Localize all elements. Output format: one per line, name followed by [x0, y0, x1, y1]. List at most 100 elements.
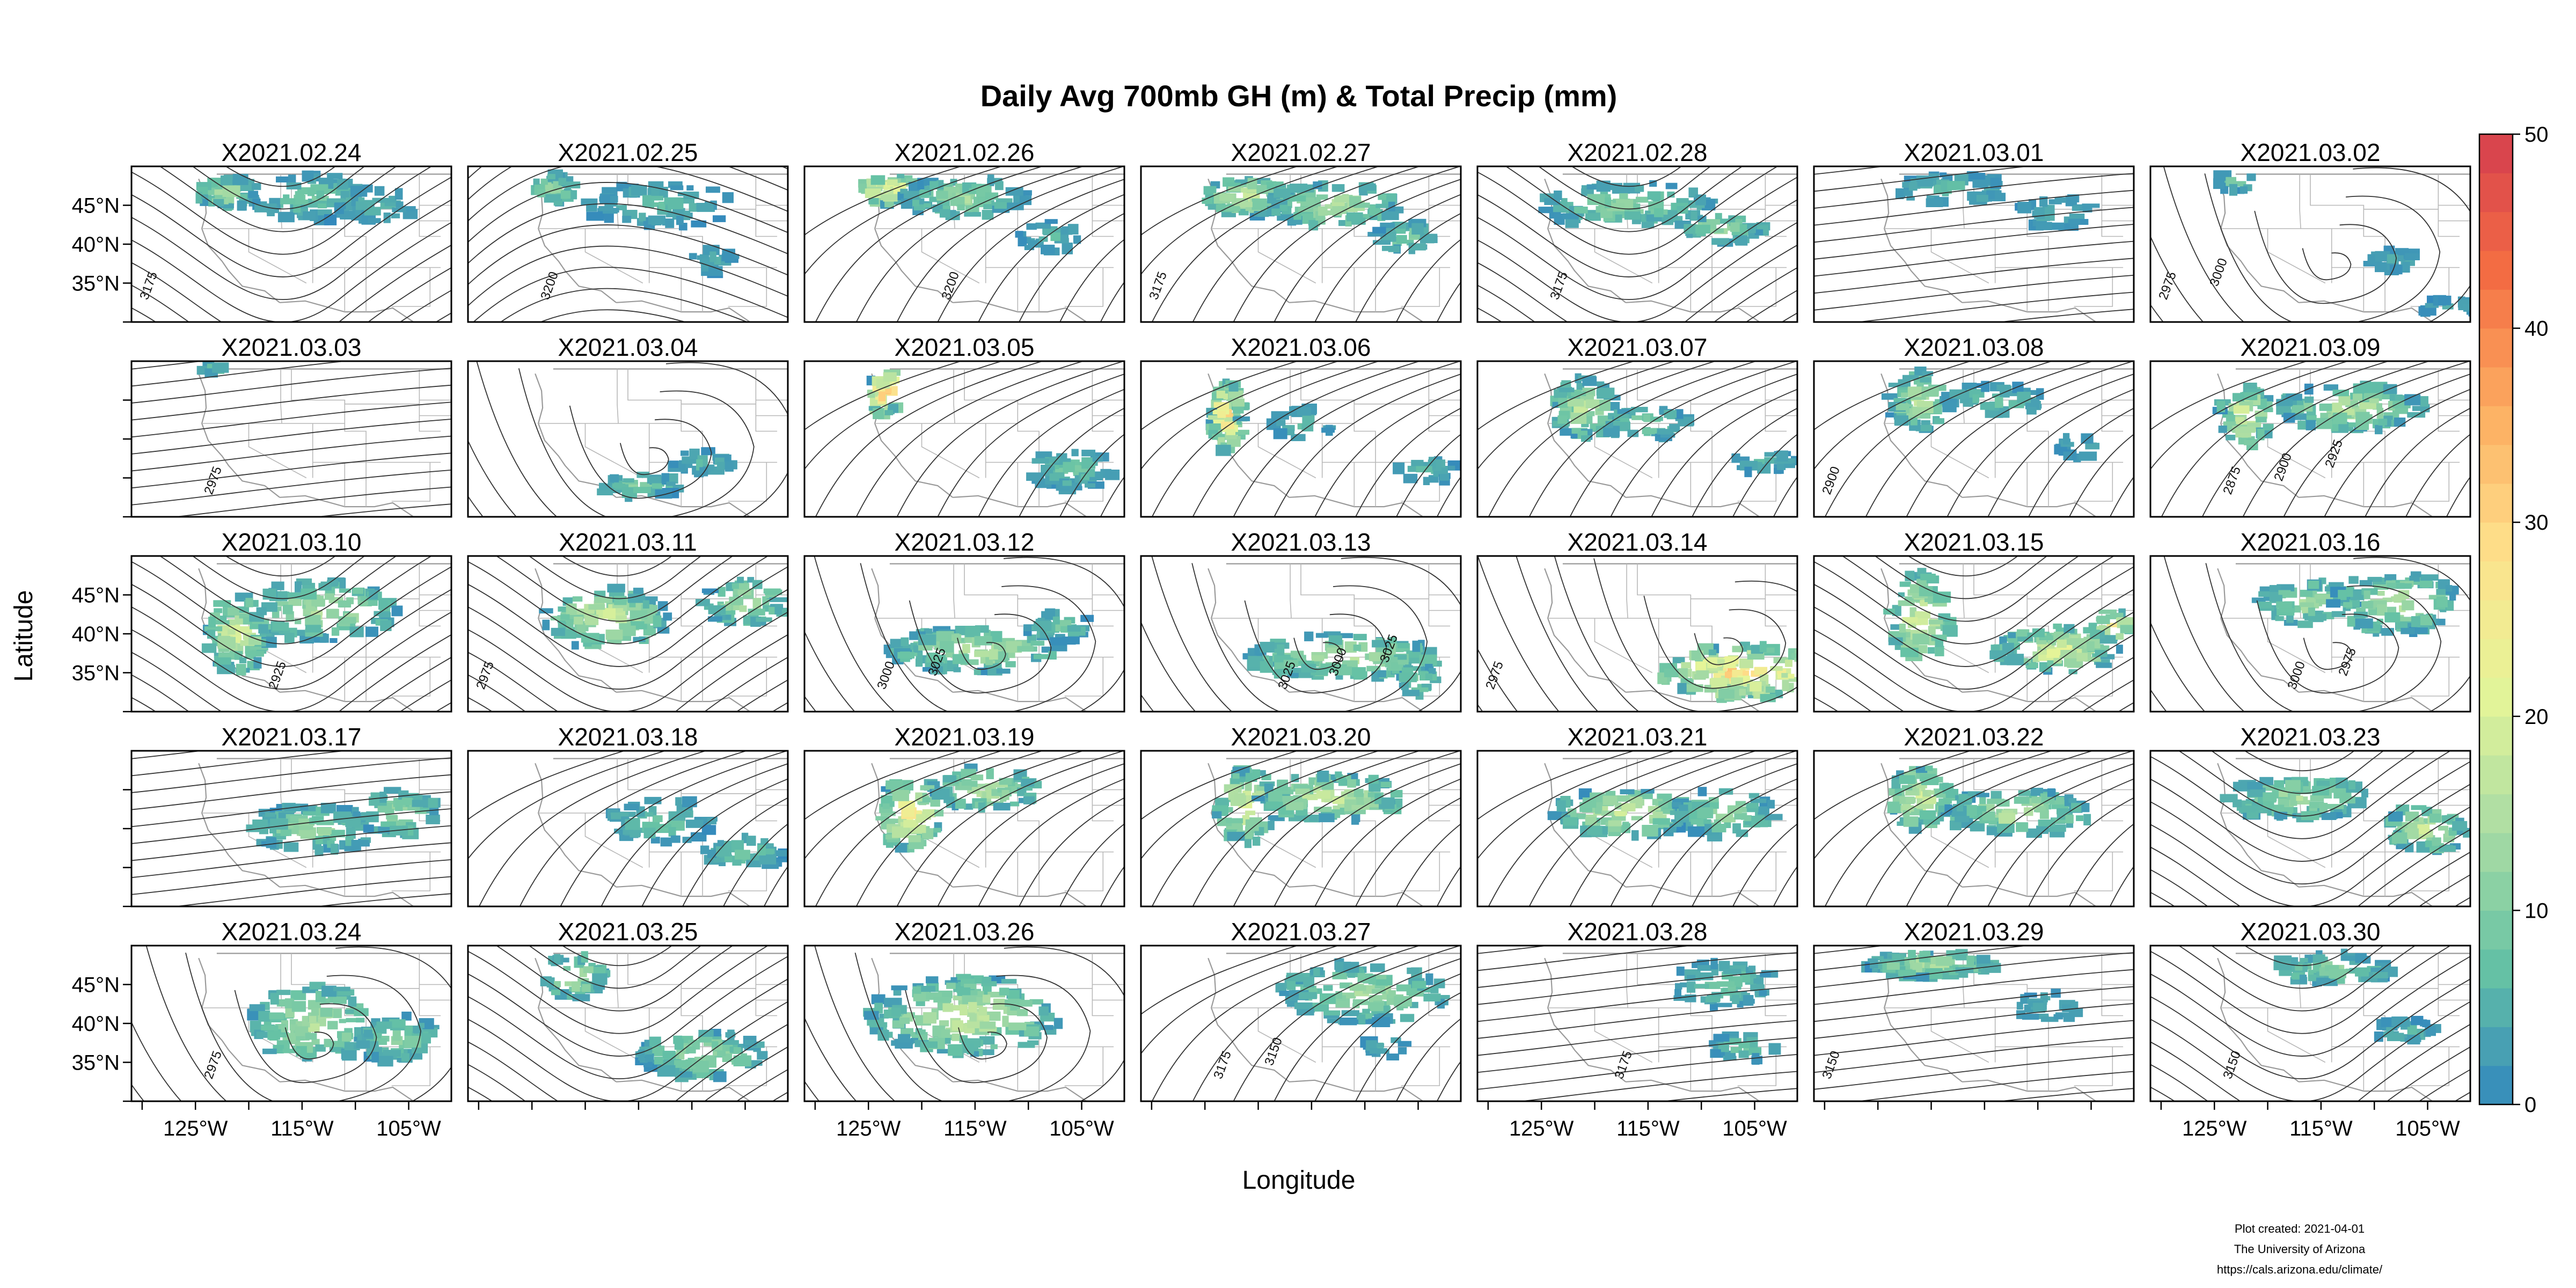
precip-cell	[2420, 574, 2439, 581]
state-border	[2310, 174, 2439, 210]
precip-cell	[266, 203, 277, 208]
precip-cell	[386, 815, 397, 819]
precip-cell	[2348, 576, 2359, 584]
y-tick-label: 45°N	[72, 584, 120, 608]
precip-cell	[887, 179, 898, 186]
precip-cell	[2340, 409, 2355, 415]
height-contour	[539, 309, 687, 322]
precip-cell	[2432, 837, 2441, 846]
precip-cell	[649, 1036, 661, 1046]
precip-cell	[1273, 428, 1287, 440]
precip-cell	[1035, 222, 1051, 229]
height-contour	[1651, 389, 1797, 517]
precip-cell	[2439, 845, 2456, 852]
precip-cell	[943, 187, 960, 193]
precip-cell	[1286, 802, 1304, 810]
precip-cell	[952, 654, 969, 664]
precip-cell	[1400, 1014, 1415, 1022]
precip-cell	[2072, 206, 2080, 211]
precip-cell	[1334, 195, 1349, 202]
precip-cell	[318, 203, 327, 209]
precip-cell	[1611, 815, 1626, 821]
height-contour	[225, 166, 336, 187]
height-contour	[1814, 589, 2134, 690]
precip-cell	[2384, 612, 2401, 623]
precip-cell	[1311, 1002, 1329, 1012]
precip-cell	[288, 174, 296, 185]
precip-cell	[622, 216, 632, 223]
precip-cell	[682, 796, 697, 808]
precip-cell	[413, 1026, 420, 1033]
precip-cell	[2319, 403, 2334, 411]
precip-cell	[250, 1020, 261, 1032]
panel-frame	[1140, 555, 1462, 713]
precip-cell	[968, 1002, 977, 1013]
height-contour	[314, 503, 451, 517]
precip-cell	[311, 1007, 319, 1015]
precip-cell	[713, 1071, 727, 1082]
precip-cell	[933, 997, 952, 1003]
precip-cell	[2377, 604, 2387, 616]
precip-cell	[1217, 411, 1226, 418]
precip-cell	[970, 774, 984, 781]
height-contour	[855, 361, 1085, 517]
precip-cell	[994, 202, 1008, 209]
height-contour	[131, 452, 451, 489]
precip-cell	[1942, 782, 1949, 794]
border-line	[280, 1079, 415, 1101]
precip-cell	[293, 203, 301, 213]
precip-cell	[1353, 202, 1370, 208]
precip-cell	[989, 649, 998, 660]
precip-cell	[1327, 647, 1342, 654]
precip-cell	[979, 1036, 995, 1045]
precip-cell	[1412, 640, 1421, 652]
height-contour	[1824, 361, 2054, 517]
height-contour	[473, 267, 788, 322]
precip-cell	[706, 186, 720, 193]
height-contour	[172, 876, 451, 906]
precip-cell	[1708, 649, 1717, 655]
precip-cell	[607, 583, 625, 592]
precip-cell	[1800, 677, 1814, 686]
precip-cell	[635, 828, 649, 833]
height-contour	[1314, 778, 1461, 906]
precip-cell	[2236, 417, 2244, 425]
precip-cell	[2332, 412, 2347, 425]
precip-cell	[1085, 483, 1095, 488]
height-contour	[978, 194, 1124, 322]
height-contour	[561, 556, 672, 577]
state-border	[419, 564, 441, 627]
height-contour	[1192, 361, 1421, 517]
precip-cell	[1690, 819, 1704, 825]
height-contour	[1151, 361, 1381, 517]
precip-cell	[320, 802, 336, 814]
height-contour	[192, 556, 365, 599]
precip-cell	[1044, 219, 1058, 224]
precip-cell	[918, 634, 936, 646]
height-contour	[978, 389, 1124, 517]
precip-cell	[1595, 802, 1602, 814]
precip-cell	[1283, 660, 1299, 667]
precip-cell	[2359, 580, 2373, 587]
precip-cell	[882, 803, 890, 809]
precip-cell	[582, 984, 591, 992]
precip-cell	[320, 1008, 333, 1017]
precip-cell	[955, 799, 966, 809]
height-contour	[468, 182, 788, 243]
precip-cell	[974, 669, 981, 675]
precip-cell	[1023, 796, 1035, 804]
state-border	[1765, 174, 1787, 237]
precip-cell	[1038, 1006, 1049, 1016]
panel-title: X2021.03.10	[222, 528, 362, 556]
precip-cell	[658, 201, 665, 211]
precip-cell	[744, 1040, 755, 1046]
panel-title: X2021.03.09	[2241, 333, 2381, 361]
height-contour	[682, 797, 788, 906]
precip-cell	[262, 1048, 277, 1055]
precip-cell	[1309, 815, 1318, 822]
precip-cell	[1353, 645, 1362, 652]
precip-cell	[1425, 673, 1432, 680]
precip-cell	[951, 634, 962, 643]
precip-cell	[898, 801, 916, 809]
precip-cell	[588, 604, 605, 610]
